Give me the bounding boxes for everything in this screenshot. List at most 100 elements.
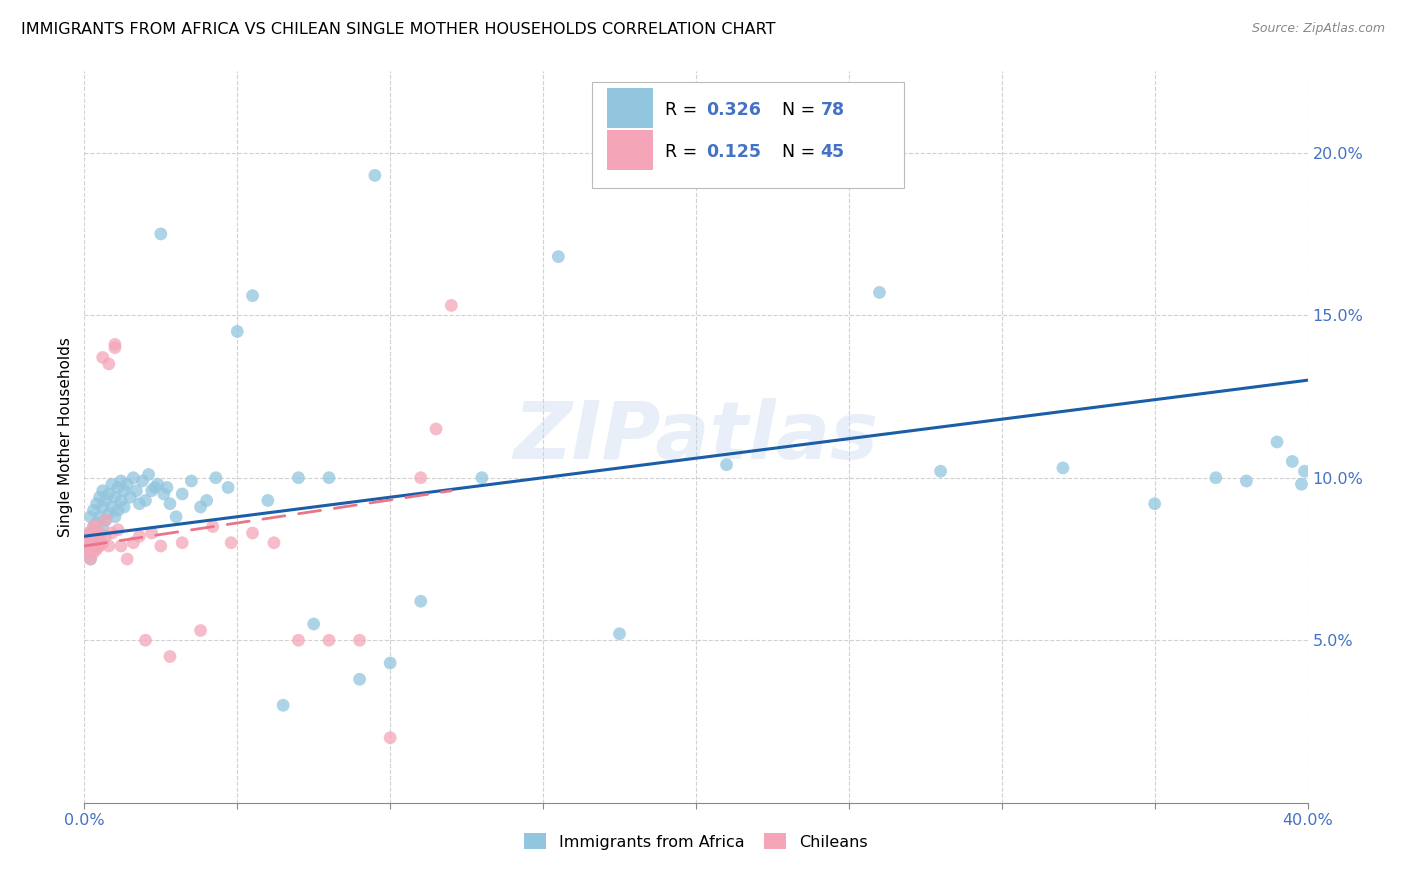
Point [159,497,181,511]
Point [1236,474,1258,488]
Point [135,493,157,508]
Point [89,490,111,504]
Point [165,509,187,524]
Point [217,480,239,494]
Point [86,516,108,531]
Point [94,513,117,527]
Point [409,594,432,608]
FancyBboxPatch shape [606,130,654,170]
Point [97,539,120,553]
Point [97,357,120,371]
Point [195,493,218,508]
Point [79,509,101,524]
Point [83,535,105,549]
Point [104,341,127,355]
Point [83,545,105,559]
Legend: Immigrants from Africa, Chileans: Immigrants from Africa, Chileans [524,833,868,850]
Point [79,529,101,543]
Point [79,552,101,566]
Point [120,490,142,504]
Text: 78: 78 [821,101,845,120]
Point [91,483,114,498]
Point [97,487,120,501]
Point [380,731,402,745]
Text: IMMIGRANTS FROM AFRICA VS CHILEAN SINGLE MOTHER HOUSEHOLDS CORRELATION CHART: IMMIGRANTS FROM AFRICA VS CHILEAN SINGLE… [21,22,776,37]
Point [1281,454,1303,468]
Point [128,529,150,543]
Point [83,503,105,517]
Text: R =: R = [665,101,703,120]
Point [156,480,179,494]
Point [89,539,111,553]
Point [76,545,98,559]
Point [76,545,98,559]
Text: 0.125: 0.125 [706,143,761,161]
Point [141,483,163,498]
Text: ZIPatlas: ZIPatlas [513,398,879,476]
Point [79,526,101,541]
Point [263,535,285,549]
Point [287,471,309,485]
Point [609,626,631,640]
Point [380,656,402,670]
Point [1205,471,1227,485]
Point [141,526,163,541]
Point [205,471,228,485]
Point [94,493,117,508]
Point [107,503,129,517]
Point [149,227,172,241]
Point [409,471,432,485]
Point [107,480,129,494]
Point [107,523,129,537]
Point [89,529,111,543]
Point [94,529,117,543]
Point [149,539,172,553]
Point [349,633,371,648]
Point [76,526,98,541]
Point [104,490,127,504]
Point [97,507,120,521]
Point [101,526,124,541]
Text: R =: R = [665,143,703,161]
Point [1265,434,1288,449]
Point [76,535,98,549]
Point [131,474,153,488]
Point [76,529,98,543]
Point [125,483,148,498]
Point [91,519,114,533]
Point [79,539,101,553]
FancyBboxPatch shape [592,82,904,188]
Point [318,633,340,648]
Point [86,519,108,533]
Point [91,535,114,549]
Point [440,298,463,312]
Point [869,285,891,300]
Point [112,500,135,514]
Point [547,250,569,264]
Point [159,649,181,664]
Point [79,552,101,566]
Point [929,464,952,478]
Point [349,673,371,687]
Point [302,617,325,632]
Point [180,474,202,488]
Point [91,351,114,365]
Point [425,422,447,436]
Point [86,529,108,543]
Point [364,169,387,183]
Point [86,542,108,557]
Point [172,487,194,501]
Point [101,477,124,491]
Point [257,493,280,508]
Point [172,535,194,549]
Point [190,624,212,638]
Point [104,337,127,351]
Point [153,487,176,501]
Point [138,467,160,482]
Point [190,500,212,514]
Point [122,535,145,549]
Point [271,698,294,713]
Point [110,493,132,508]
Point [115,477,138,491]
Point [318,471,340,485]
